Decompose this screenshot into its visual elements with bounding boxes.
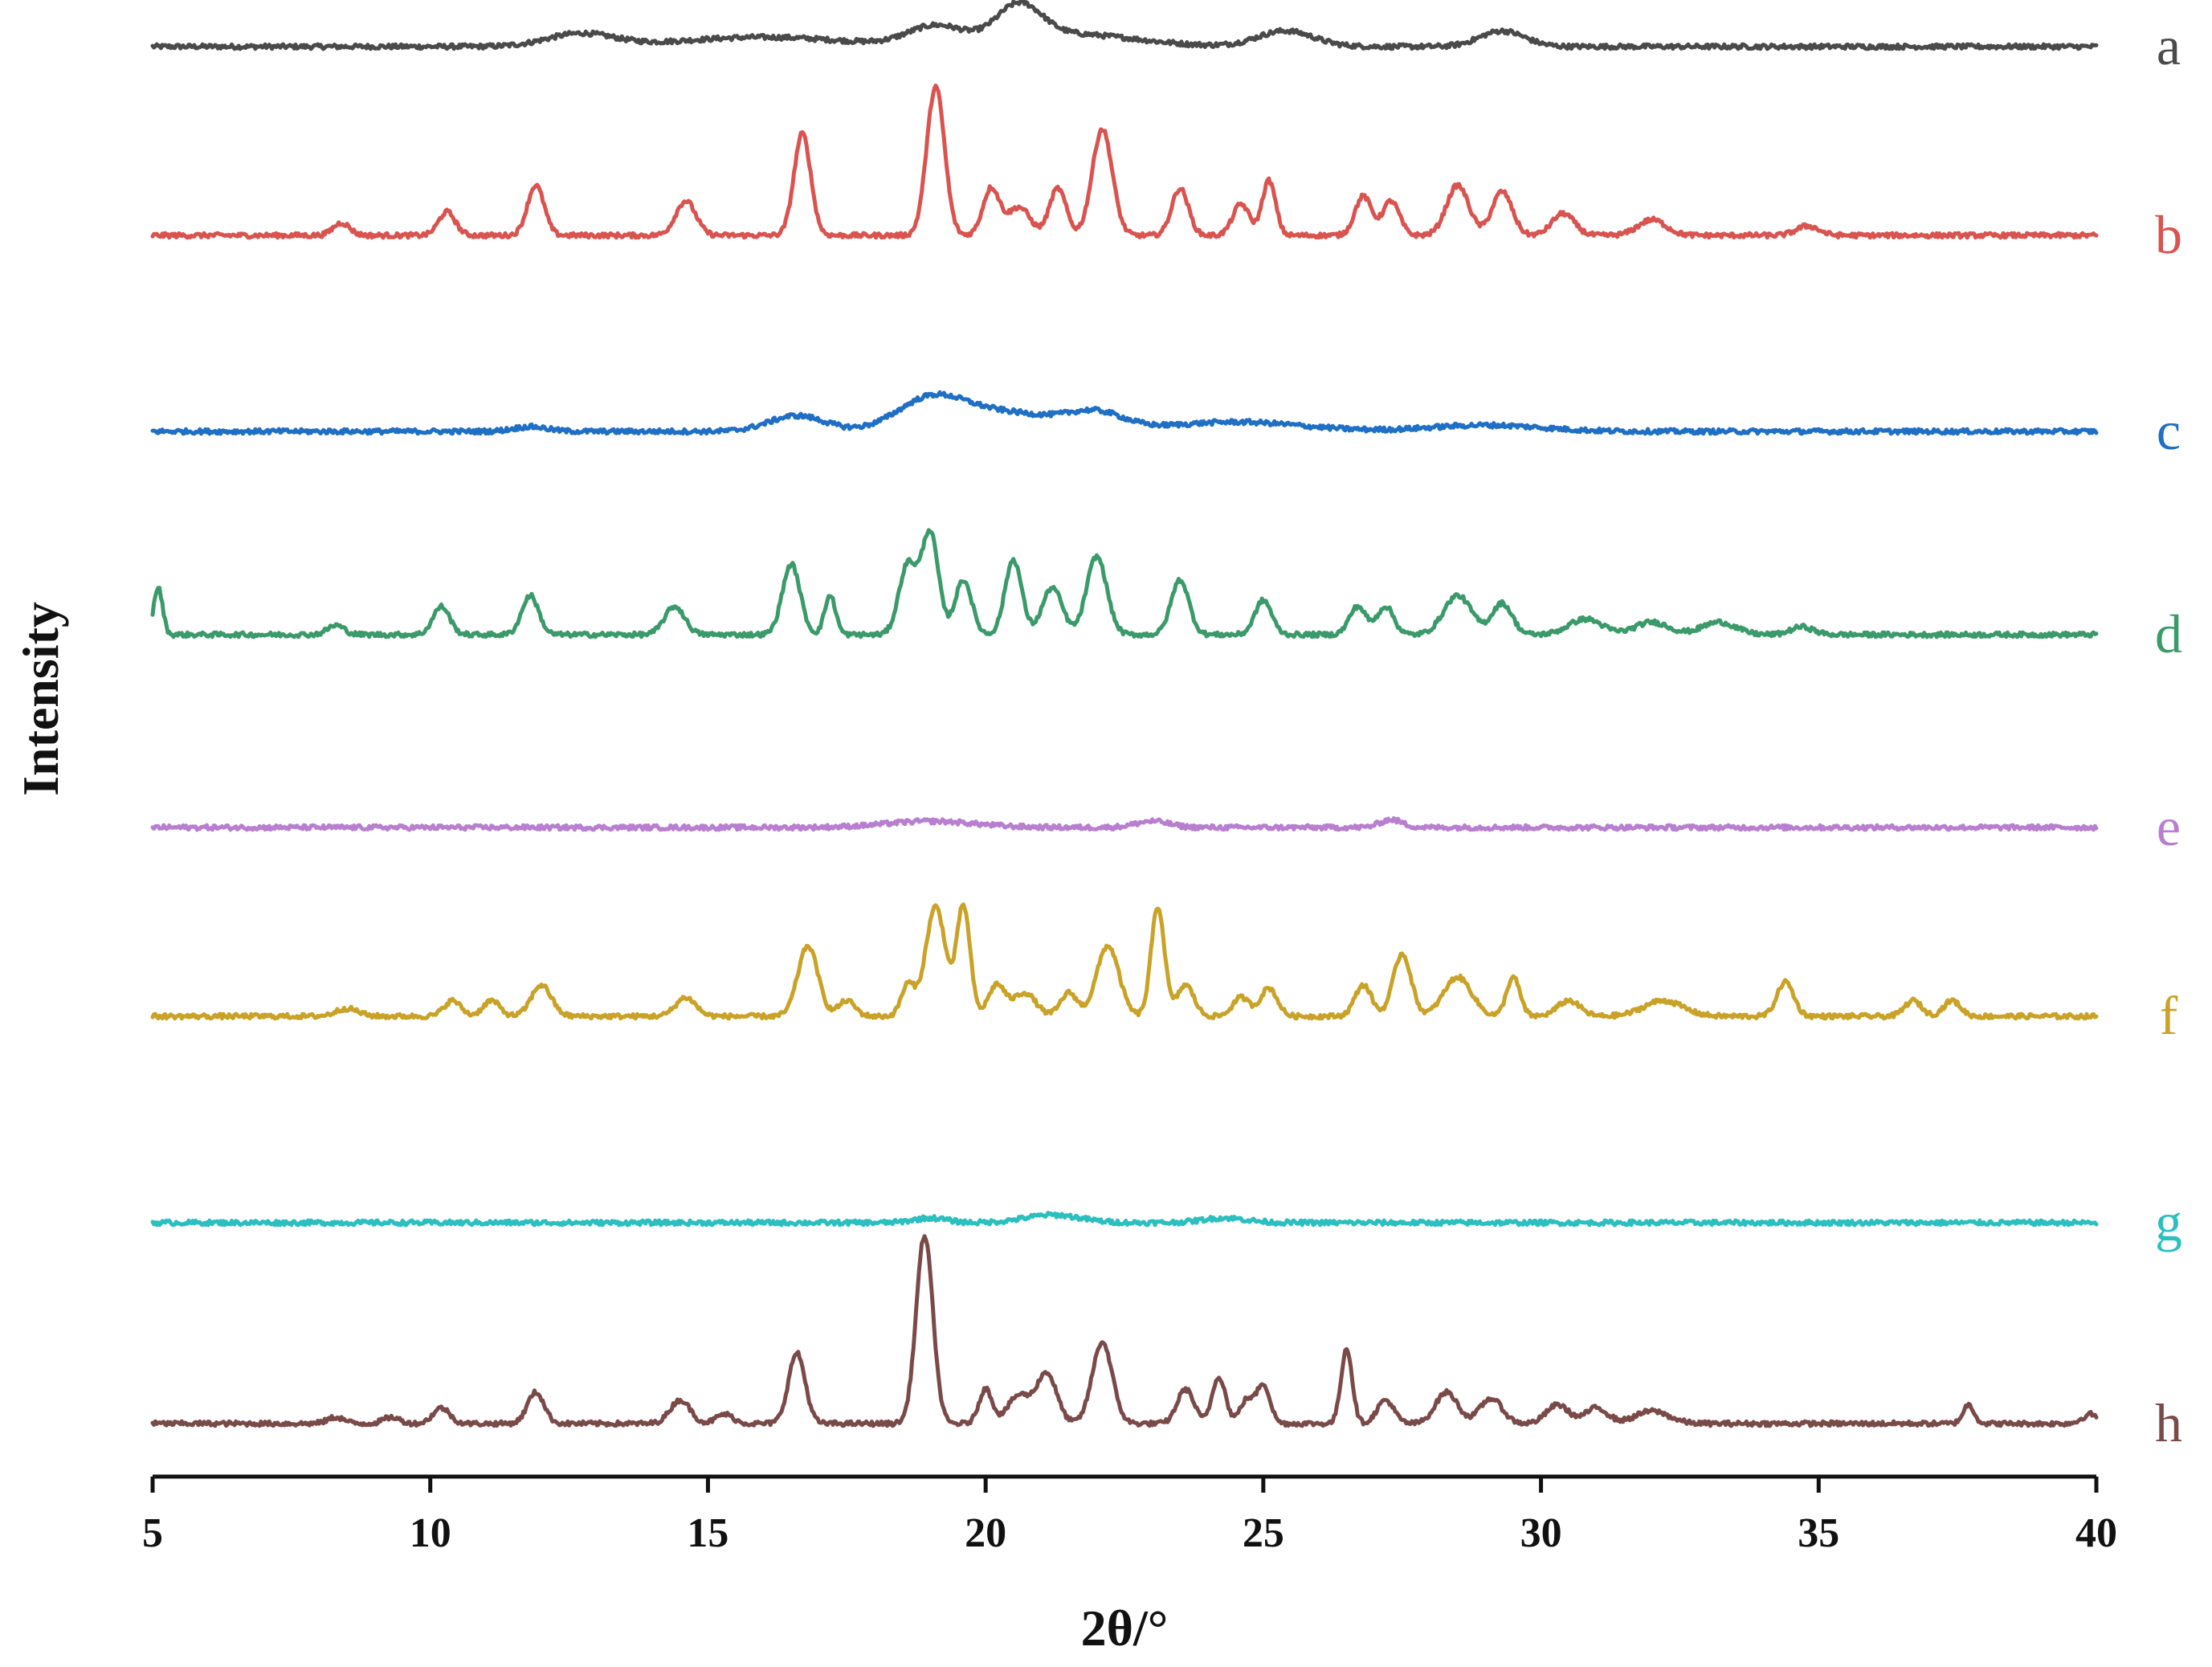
x-tick-label: 40 bbox=[2075, 1510, 2117, 1556]
x-tick-label: 35 bbox=[1798, 1510, 1839, 1556]
series-trace-e bbox=[150, 816, 2099, 832]
x-axis-ticks: 5 10 15 20 25 30 35 40 bbox=[142, 1477, 2117, 1556]
series-trace-b bbox=[150, 84, 2099, 240]
series-label-f: f bbox=[2160, 985, 2178, 1046]
x-tick-label: 5 bbox=[142, 1510, 163, 1556]
x-tick-label: 15 bbox=[687, 1510, 728, 1556]
series-label-g: g bbox=[2155, 1191, 2182, 1252]
series-trace-c bbox=[150, 390, 2099, 436]
x-axis-title: 2θ/° bbox=[1081, 1600, 1169, 1657]
x-tick-label: 10 bbox=[410, 1510, 451, 1556]
x-tick-label: 25 bbox=[1243, 1510, 1284, 1556]
y-axis-title: Intensity bbox=[12, 602, 69, 796]
series-label-a: a bbox=[2157, 15, 2181, 76]
x-tick-label: 30 bbox=[1520, 1510, 1562, 1556]
series-label-b: b bbox=[2155, 204, 2182, 265]
series-trace-a bbox=[150, 0, 2099, 51]
series-label-h: h bbox=[2155, 1392, 2182, 1453]
series-trace-d bbox=[150, 528, 2099, 639]
series-label-c: c bbox=[2157, 400, 2181, 461]
x-tick-label: 20 bbox=[965, 1510, 1006, 1556]
series-traces bbox=[150, 0, 2099, 1428]
series-trace-h bbox=[150, 1234, 2099, 1428]
series-label-e: e bbox=[2157, 796, 2181, 857]
series-trace-f bbox=[150, 902, 2099, 1021]
series-labels: a b c d e f g h bbox=[2155, 15, 2182, 1453]
series-trace-g bbox=[150, 1211, 2099, 1228]
series-label-d: d bbox=[2155, 603, 2182, 664]
